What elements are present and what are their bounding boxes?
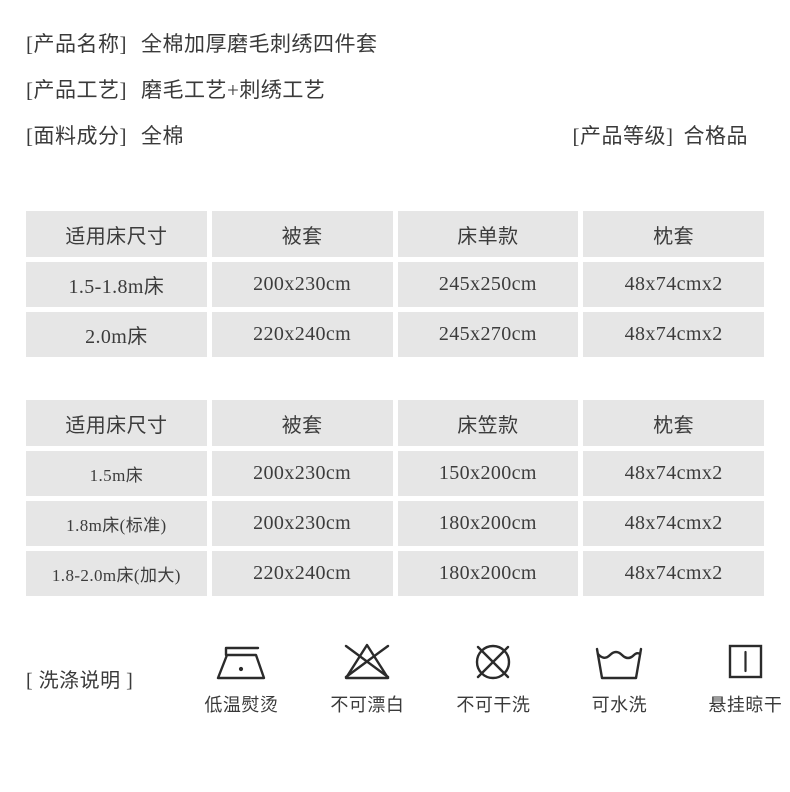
cell-pillowcase: 48x74cmx2 bbox=[583, 551, 764, 596]
product-grade-label: [产品等级] bbox=[572, 124, 674, 148]
wash-care-item-line-dry: 悬挂晾干 bbox=[691, 636, 790, 717]
wash-care-label: 可水洗 bbox=[591, 695, 648, 715]
column-header-bed-size: 适用床尺寸 bbox=[26, 400, 207, 446]
flat-sheet-size-table: 适用床尺寸 被套 床单款 枕套 1.5-1.8m床 200x230cm 245x… bbox=[26, 211, 764, 357]
cell-flat-sheet: 245x270cm bbox=[397, 312, 579, 357]
do-not-bleach-icon bbox=[338, 636, 396, 682]
cell-pillowcase: 48x74cmx2 bbox=[583, 501, 764, 546]
wash-care-icon-list: 低温熨烫 不可漂白 bbox=[187, 636, 790, 717]
cell-flat-sheet: 245x250cm bbox=[397, 262, 579, 307]
wash-care-label: 低温熨烫 bbox=[204, 695, 279, 715]
wash-care-item-no-dry-clean: 不可干洗 bbox=[439, 636, 547, 717]
wash-care-item-low-temp-iron: 低温熨烫 bbox=[187, 636, 295, 717]
fitted-sheet-size-table: 适用床尺寸 被套 床笠款 枕套 1.5m床 200x230cm 150x200c… bbox=[26, 400, 764, 596]
product-name-value: 全棉加厚磨毛刺绣四件套 bbox=[141, 32, 378, 56]
column-header-pillowcase: 枕套 bbox=[583, 400, 764, 446]
table-row: 1.5-1.8m床 200x230cm 245x250cm 48x74cmx2 bbox=[26, 262, 764, 307]
wash-care-label: 不可干洗 bbox=[456, 695, 531, 715]
cell-duvet-cover: 200x230cm bbox=[211, 451, 393, 496]
wash-care-label: 不可漂白 bbox=[330, 695, 405, 715]
product-material-label: [面料成分] bbox=[26, 124, 127, 148]
product-info-block: [产品名称] 全棉加厚磨毛刺绣四件套 [产品工艺] 磨毛工艺+刺绣工艺 [面料成… bbox=[0, 0, 790, 166]
cell-bed-size: 1.8-2.0m床(加大) bbox=[26, 551, 207, 596]
cell-duvet-cover: 200x230cm bbox=[211, 262, 393, 307]
column-header-bed-size: 适用床尺寸 bbox=[26, 211, 207, 257]
table-header-row: 适用床尺寸 被套 床单款 枕套 bbox=[26, 211, 764, 257]
product-name-label: [产品名称] bbox=[26, 32, 127, 56]
cell-pillowcase: 48x74cmx2 bbox=[583, 262, 764, 307]
table-row: 1.5m床 200x230cm 150x200cm 48x74cmx2 bbox=[26, 451, 764, 496]
cell-duvet-cover: 200x230cm bbox=[211, 501, 393, 546]
cell-fitted-sheet: 180x200cm bbox=[397, 501, 579, 546]
wash-care-section: [ 洗涤说明 ] 低温熨烫 bbox=[0, 636, 790, 717]
product-info-row-craft: [产品工艺] 磨毛工艺+刺绣工艺 bbox=[26, 74, 764, 120]
cell-pillowcase: 48x74cmx2 bbox=[583, 312, 764, 357]
do-not-dry-clean-icon bbox=[467, 636, 519, 682]
wash-care-label: 悬挂晾干 bbox=[708, 695, 783, 715]
product-material-value: 全棉 bbox=[141, 124, 184, 148]
cell-pillowcase: 48x74cmx2 bbox=[583, 451, 764, 496]
product-info-row-name: [产品名称] 全棉加厚磨毛刺绣四件套 bbox=[26, 28, 764, 74]
cell-duvet-cover: 220x240cm bbox=[211, 551, 393, 596]
wash-care-item-washable: 可水洗 bbox=[565, 636, 673, 717]
product-grade-group: [产品等级] 合格品 bbox=[573, 120, 749, 150]
cell-bed-size: 2.0m床 bbox=[26, 312, 207, 357]
table-row: 1.8-2.0m床(加大) 220x240cm 180x200cm 48x74c… bbox=[26, 551, 764, 596]
wash-care-item-no-bleach: 不可漂白 bbox=[313, 636, 421, 717]
product-craft-value: 磨毛工艺+刺绣工艺 bbox=[141, 78, 326, 102]
product-info-row-material: [面料成分] 全棉 [产品等级] 合格品 bbox=[26, 120, 764, 166]
table-header-row: 适用床尺寸 被套 床笠款 枕套 bbox=[26, 400, 764, 446]
wash-care-title: [ 洗涤说明 ] bbox=[26, 670, 134, 692]
cell-bed-size: 1.5-1.8m床 bbox=[26, 262, 207, 307]
product-grade-value: 合格品 bbox=[683, 124, 748, 148]
column-header-duvet-cover: 被套 bbox=[211, 211, 393, 257]
table-row: 1.8m床(标准) 200x230cm 180x200cm 48x74cmx2 bbox=[26, 501, 764, 546]
column-header-pillowcase: 枕套 bbox=[583, 211, 764, 257]
low-temperature-iron-icon bbox=[210, 636, 272, 682]
table-row: 2.0m床 220x240cm 245x270cm 48x74cmx2 bbox=[26, 312, 764, 357]
machine-washable-icon bbox=[590, 636, 648, 682]
cell-bed-size: 1.8m床(标准) bbox=[26, 501, 207, 546]
cell-duvet-cover: 220x240cm bbox=[211, 312, 393, 357]
column-header-duvet-cover: 被套 bbox=[211, 400, 393, 446]
line-dry-icon bbox=[722, 636, 768, 682]
cell-fitted-sheet: 180x200cm bbox=[397, 551, 579, 596]
cell-fitted-sheet: 150x200cm bbox=[397, 451, 579, 496]
product-craft-label: [产品工艺] bbox=[26, 78, 127, 102]
column-header-fitted-sheet: 床笠款 bbox=[397, 400, 579, 446]
cell-bed-size: 1.5m床 bbox=[26, 451, 207, 496]
column-header-flat-sheet: 床单款 bbox=[397, 211, 579, 257]
